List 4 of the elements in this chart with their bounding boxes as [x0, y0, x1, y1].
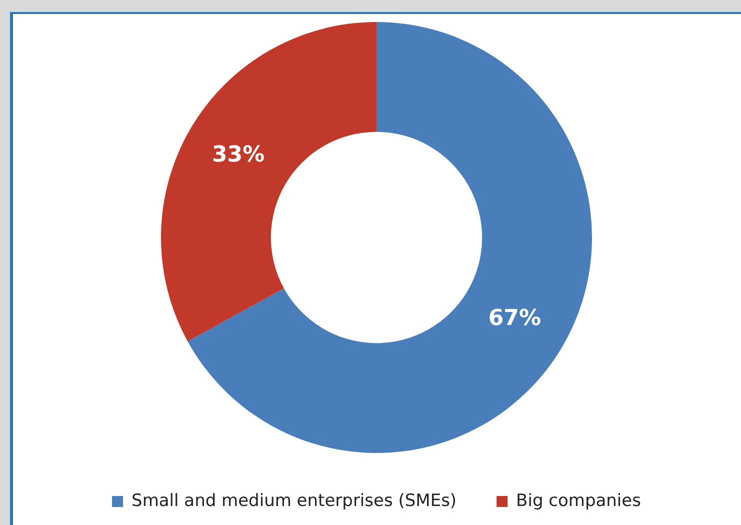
data-label: 67%	[488, 306, 542, 331]
legend-label: Small and medium enterprises (SMEs)	[132, 490, 457, 511]
legend-label: Big companies	[516, 490, 642, 511]
data-label: 33%	[212, 142, 265, 168]
